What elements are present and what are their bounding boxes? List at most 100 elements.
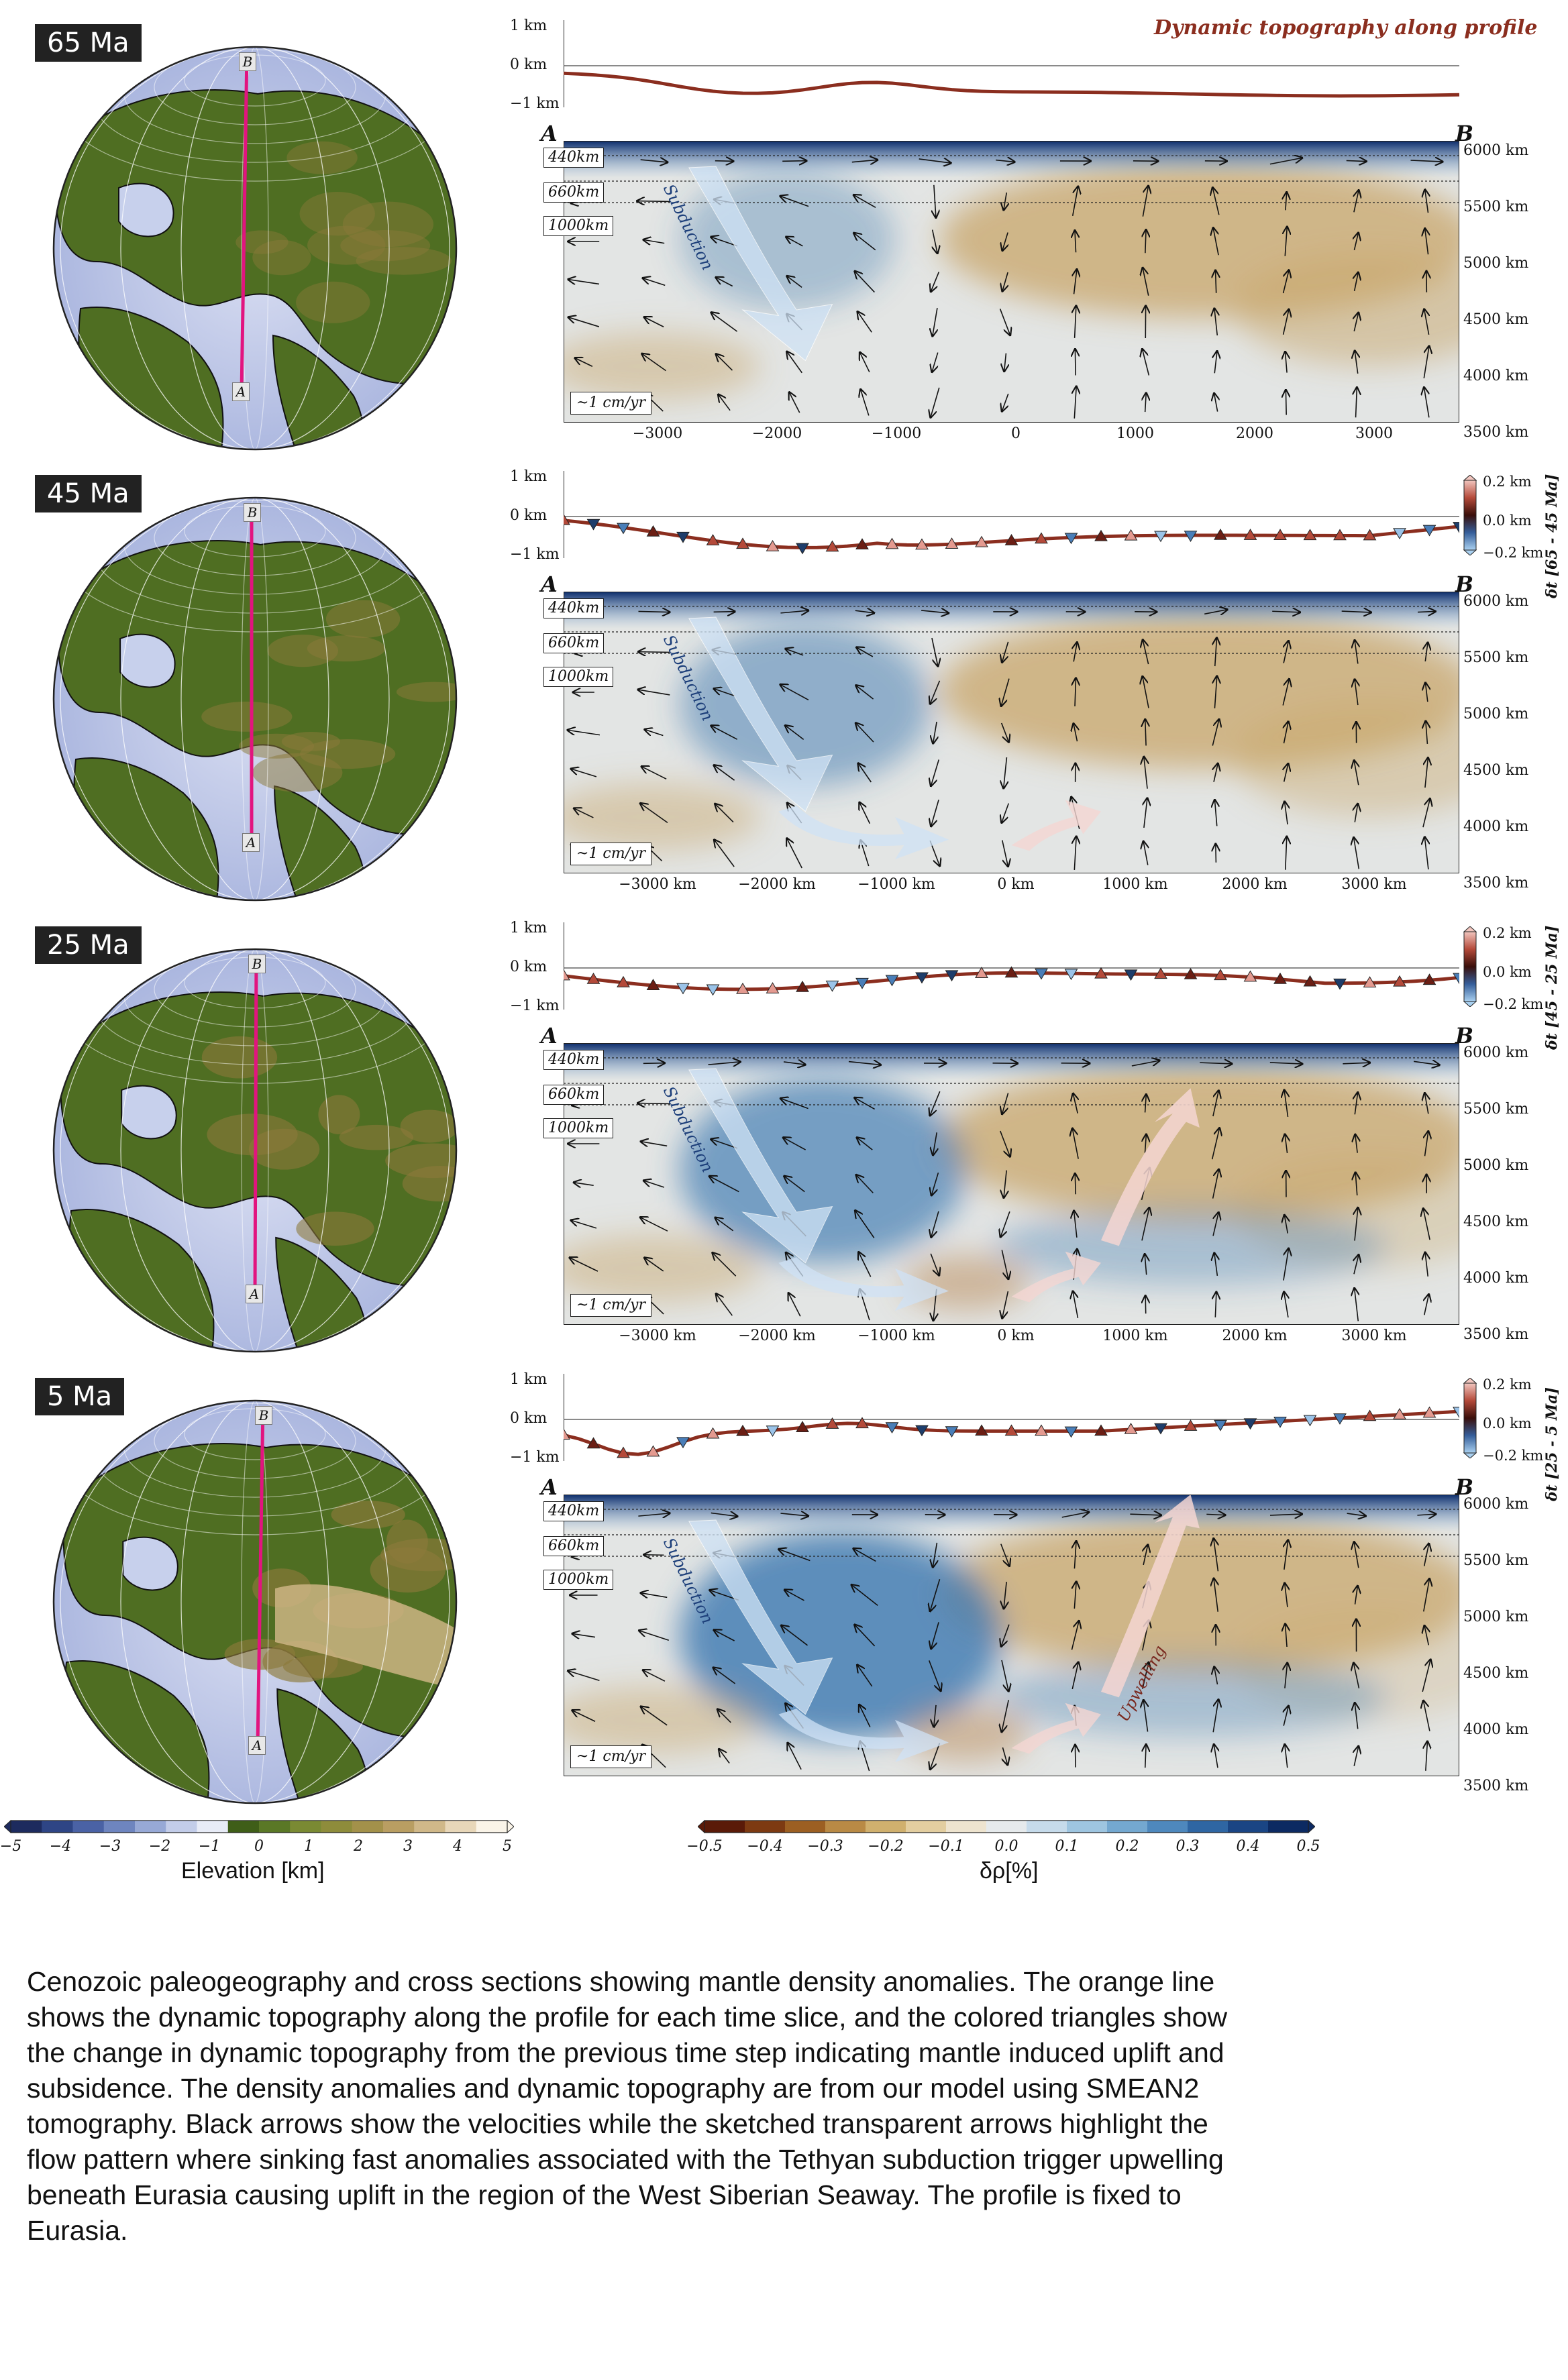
depth-axis-tick: 4000 km bbox=[1463, 818, 1529, 835]
velocity-arrow bbox=[1000, 1544, 1010, 1566]
uplift-triangle bbox=[1303, 529, 1317, 541]
velocity-arrow bbox=[1001, 1624, 1010, 1646]
colorbar-tick: 0 bbox=[254, 1838, 264, 1855]
velocity-arrow bbox=[1353, 1663, 1360, 1689]
velocity-arrow bbox=[719, 1749, 730, 1764]
velocity-arrow bbox=[1143, 640, 1149, 665]
velocity-arrow bbox=[1284, 722, 1288, 744]
delta-colorbar-tick: 0.0 km bbox=[1483, 964, 1532, 980]
uplift-triangle bbox=[617, 1446, 630, 1458]
uplift-triangle bbox=[855, 538, 869, 550]
colorbar-tick: 3 bbox=[403, 1838, 413, 1855]
uplift-triangle bbox=[564, 513, 570, 525]
velocity-arrow bbox=[714, 765, 735, 781]
depth-marker: 1000km bbox=[543, 1570, 614, 1590]
velocity-arrow bbox=[1214, 351, 1217, 374]
velocity-arrow bbox=[1001, 678, 1010, 706]
velocity-arrow bbox=[1074, 643, 1077, 662]
uplift-triangle bbox=[1004, 966, 1018, 978]
velocity-arrow bbox=[571, 1220, 597, 1229]
velocity-arrow bbox=[861, 390, 870, 416]
velocity-scale: ~1 cm/yr bbox=[570, 843, 651, 865]
velocity-arrow bbox=[1283, 1248, 1289, 1281]
velocity-arrow bbox=[1423, 1579, 1430, 1612]
subsidence-triangle bbox=[1243, 1418, 1257, 1430]
topo-axis-tick: 0 km bbox=[510, 56, 547, 73]
velocity-arrow bbox=[996, 160, 1014, 162]
velocity-arrow bbox=[1285, 1663, 1288, 1688]
velocity-arrow bbox=[931, 387, 940, 417]
velocity-arrow bbox=[568, 317, 600, 327]
velocity-arrow bbox=[1145, 1095, 1147, 1113]
return-flow-arrow bbox=[1011, 1251, 1101, 1303]
velocity-scale: ~1 cm/yr bbox=[570, 392, 651, 415]
subsidence-triangle bbox=[885, 1422, 899, 1434]
velocity-arrow bbox=[1001, 840, 1008, 867]
velocity-arrow bbox=[1425, 643, 1428, 662]
velocity-arrow bbox=[1284, 1540, 1288, 1570]
depth-axis-tick: 5000 km bbox=[1463, 1609, 1529, 1625]
depth-axis-tick: 6000 km bbox=[1463, 1044, 1529, 1061]
velocity-arrow bbox=[859, 802, 871, 824]
velocity-arrow bbox=[1073, 1093, 1078, 1114]
velocity-arrow bbox=[1343, 1063, 1369, 1064]
velocity-arrow bbox=[716, 354, 733, 371]
velocity-scale: ~1 cm/yr bbox=[570, 1745, 651, 1768]
velocity-arrow bbox=[1075, 1174, 1076, 1195]
velocity-arrow bbox=[640, 1218, 668, 1232]
uplift-triangle bbox=[1363, 976, 1377, 988]
velocity-arrow bbox=[934, 184, 936, 217]
velocity-arrow bbox=[1355, 1703, 1357, 1729]
lower-mantle-flow-arrow bbox=[778, 1709, 949, 1762]
velocity-arrow bbox=[1072, 186, 1078, 216]
depth-axis-tick: 4000 km bbox=[1463, 1721, 1529, 1738]
velocity-arrow bbox=[780, 196, 809, 207]
velocity-arrow bbox=[933, 721, 937, 743]
section-end-label: B bbox=[1455, 121, 1474, 146]
uplift-triangle bbox=[1214, 969, 1227, 981]
subsidence-triangle bbox=[1035, 968, 1048, 980]
velocity-arrow bbox=[1143, 1700, 1147, 1732]
uplift-triangle bbox=[766, 982, 780, 993]
depth-marker: 660km bbox=[543, 1536, 605, 1556]
subsidence-triangle bbox=[1214, 1419, 1227, 1431]
depth-axis-tick: 4500 km bbox=[1463, 762, 1529, 779]
velocity-arrow bbox=[711, 1139, 738, 1149]
velocity-arrow bbox=[1000, 722, 1009, 742]
time-label: 45 Ma bbox=[35, 475, 142, 512]
subsidence-triangle bbox=[676, 983, 690, 995]
velocity-arrow bbox=[1075, 231, 1076, 253]
mantle-cross-section bbox=[564, 141, 1459, 423]
velocity-arrow bbox=[1130, 1514, 1161, 1515]
velocity-arrow bbox=[785, 726, 804, 740]
depth-marker: 440km bbox=[543, 598, 605, 618]
velocity-arrow bbox=[1212, 1091, 1218, 1117]
uplift-triangle bbox=[1154, 967, 1167, 979]
topo-axis-tick: −1 km bbox=[510, 1449, 560, 1466]
uplift-triangle bbox=[825, 540, 839, 552]
colorbar-tick: −3 bbox=[99, 1838, 121, 1855]
velocity-arrow bbox=[1074, 1211, 1077, 1238]
velocity-arrow bbox=[931, 637, 938, 666]
profile-point-b: B bbox=[255, 1406, 272, 1425]
velocity-arrow bbox=[780, 610, 808, 613]
velocity-arrow bbox=[1341, 611, 1371, 612]
velocity-arrow bbox=[638, 611, 669, 612]
depth-axis-tick: 6000 km bbox=[1463, 1496, 1529, 1513]
distance-axis-tick: 0 bbox=[1011, 425, 1021, 442]
depth-axis-tick: 5000 km bbox=[1463, 706, 1529, 722]
velocity-arrow bbox=[857, 1138, 873, 1150]
subsidence-triangle bbox=[1184, 531, 1198, 543]
delta-colorbar-tick: −0.2 km bbox=[1483, 996, 1544, 1012]
uplift-triangle bbox=[1393, 975, 1406, 987]
profile-point-b: B bbox=[244, 503, 261, 522]
velocity-arrow bbox=[1354, 1255, 1359, 1275]
uplift-triangle bbox=[796, 980, 809, 992]
depth-axis-tick: 5000 km bbox=[1463, 1157, 1529, 1174]
velocity-arrow bbox=[856, 1175, 874, 1193]
velocity-arrow bbox=[1212, 1213, 1218, 1236]
uplift-triangle bbox=[1333, 529, 1347, 541]
uplift-triangle bbox=[1422, 1406, 1436, 1418]
topo-axis-tick: −1 km bbox=[510, 997, 560, 1014]
uplift-triangle bbox=[1422, 973, 1436, 985]
